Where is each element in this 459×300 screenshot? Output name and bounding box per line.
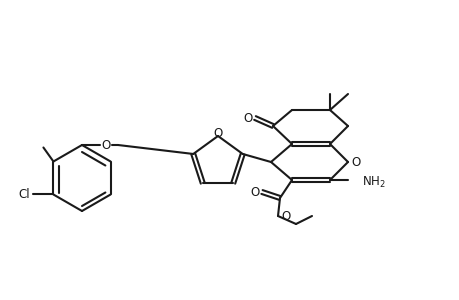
Text: O: O (250, 185, 259, 199)
Text: O: O (101, 139, 110, 152)
Text: O: O (243, 112, 252, 124)
Text: O: O (213, 127, 222, 140)
Text: NH$_2$: NH$_2$ (361, 175, 385, 190)
Text: O: O (351, 155, 360, 169)
Text: Cl: Cl (18, 188, 30, 201)
Text: O: O (281, 209, 290, 223)
